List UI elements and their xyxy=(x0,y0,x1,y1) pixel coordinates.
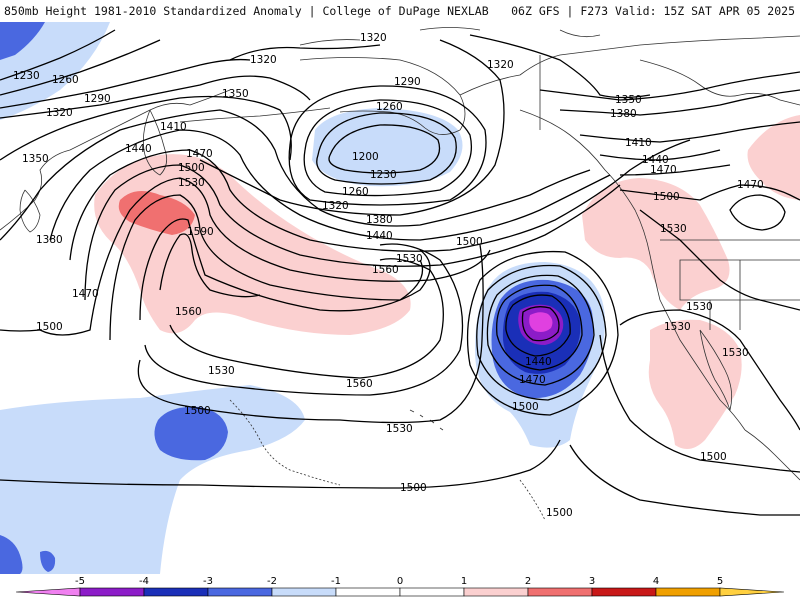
mexico-coastline xyxy=(745,430,800,480)
contour-label: 1320 xyxy=(360,32,387,44)
contour-1380-w xyxy=(0,110,590,240)
contour-label: 1230 xyxy=(13,70,40,82)
contour-label: 1500 xyxy=(178,162,205,174)
colorbar-right-arrow xyxy=(720,588,784,596)
contour-label: 1470 xyxy=(650,164,677,176)
colorbar-segments xyxy=(16,588,784,596)
colorbar-tick: -1 xyxy=(331,576,341,587)
contour-label: 1350 xyxy=(222,88,249,100)
aleutian-chain xyxy=(180,108,330,122)
contour-label: 1260 xyxy=(376,101,403,113)
colorbar-tick: 0 xyxy=(397,576,403,587)
contour-label: 1530 xyxy=(664,321,691,333)
colorbar-segment xyxy=(592,588,656,596)
contour-label: 1320 xyxy=(250,54,277,66)
arctic-islands xyxy=(300,28,600,46)
contour-label: 1350 xyxy=(22,153,49,165)
contour-label: 1500 xyxy=(456,236,483,248)
contour-label: 1320 xyxy=(46,107,73,119)
colorbar-tick: 2 xyxy=(525,576,531,587)
contour-label: 1500 xyxy=(546,507,573,519)
colorbar-segment xyxy=(336,588,400,596)
anomaly-area-southwest-light xyxy=(0,385,305,574)
contour-label: 1260 xyxy=(52,74,79,86)
contour-label: 1560 xyxy=(175,306,202,318)
contour-label: 1500 xyxy=(36,321,63,333)
contour-label: 1530 xyxy=(686,301,713,313)
map-header: 850mb Height 1981-2010 Standardized Anom… xyxy=(0,0,800,22)
contour-label: 1440 xyxy=(125,143,152,155)
contour-label: 1470 xyxy=(72,288,99,300)
map-title: 850mb Height 1981-2010 Standardized Anom… xyxy=(4,4,489,18)
contour-label: 1530 xyxy=(386,423,413,435)
contour-label: 1200 xyxy=(352,151,379,163)
colorbar-graphic: -5 -4 -3 -2 -1 0 1 2 3 4 5 xyxy=(0,574,800,600)
colorbar-segment xyxy=(80,588,144,596)
contour-label: 1320 xyxy=(322,200,349,212)
contour-label: 1470 xyxy=(186,148,213,160)
contour-label: 1560 xyxy=(372,264,399,276)
contour-label: 1380 xyxy=(610,108,637,120)
contour-label: 1440 xyxy=(366,230,393,242)
colorbar-segment xyxy=(656,588,720,596)
contour-label: 1440 xyxy=(525,356,552,368)
contour-label: 1530 xyxy=(722,347,749,359)
contour-label: 1230 xyxy=(370,169,397,181)
contour-label: 1500 xyxy=(184,405,211,417)
colorbar-segment xyxy=(208,588,272,596)
model-valid-time: 06Z GFS | F273 Valid: 15Z SAT APR 05 202… xyxy=(511,4,795,18)
contour-label: 1410 xyxy=(160,121,187,133)
contour-label: 1560 xyxy=(346,378,373,390)
contour-label: 1500 xyxy=(700,451,727,463)
contour-1470-closed xyxy=(730,195,785,230)
contour-label: 1530 xyxy=(660,223,687,235)
colorbar-segment xyxy=(144,588,208,596)
colorbar-segment xyxy=(272,588,336,596)
contour-label: 1530 xyxy=(178,177,205,189)
contour-label: 1500 xyxy=(400,482,427,494)
colorbar-tick: 3 xyxy=(589,576,595,587)
colorbar-left-arrow xyxy=(16,588,80,596)
colorbar-tick: 4 xyxy=(653,576,659,587)
colorbar-segment xyxy=(464,588,528,596)
contour-label: 1500 xyxy=(512,401,539,413)
colorbar-tick: -4 xyxy=(139,576,149,587)
contour-label: 1320 xyxy=(487,59,514,71)
contour-label: 1290 xyxy=(84,93,111,105)
anomaly-area-central-low-core xyxy=(529,312,552,332)
contour-label: 1290 xyxy=(394,76,421,88)
contour-label: 1260 xyxy=(342,186,369,198)
colorbar-ticks: -5 -4 -3 -2 -1 0 1 2 3 4 5 xyxy=(75,576,723,587)
contour-label: 1470 xyxy=(519,374,546,386)
colorbar-tick: 5 xyxy=(717,576,723,587)
colorbar-tick: -2 xyxy=(267,576,277,587)
contour-label: 1410 xyxy=(625,137,652,149)
colorbar-tick: -5 xyxy=(75,576,85,587)
contour-label: 1500 xyxy=(653,191,680,203)
colorbar-tick: 1 xyxy=(461,576,467,587)
contour-label: 1530 xyxy=(396,253,423,265)
anomaly-area-sw-us xyxy=(649,320,742,449)
contour-label: 1470 xyxy=(737,179,764,191)
contour-label: 1350 xyxy=(615,94,642,106)
anomaly-map: 1230 1260 1290 1320 1320 1320 1350 1350 … xyxy=(0,22,800,574)
contour-label: 1380 xyxy=(36,234,63,246)
hudson-area xyxy=(640,60,800,105)
map-panel: 1230 1260 1290 1320 1320 1320 1350 1350 … xyxy=(0,22,800,574)
colorbar-segment xyxy=(528,588,592,596)
colorbar-segment xyxy=(400,588,464,596)
contour-label: 1530 xyxy=(208,365,235,377)
colorbar-tick: -3 xyxy=(203,576,213,587)
contour-label: 1590 xyxy=(187,226,214,238)
anomaly-colorbar: -5 -4 -3 -2 -1 0 1 2 3 4 5 xyxy=(0,574,800,600)
contour-label: 1380 xyxy=(366,214,393,226)
